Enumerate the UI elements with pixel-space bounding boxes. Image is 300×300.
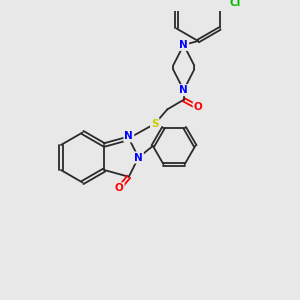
Text: S: S	[151, 119, 159, 129]
Text: N: N	[179, 85, 188, 95]
Text: O: O	[194, 102, 203, 112]
Text: N: N	[179, 40, 188, 50]
Text: N: N	[134, 152, 143, 163]
Text: O: O	[115, 183, 124, 193]
Text: Cl: Cl	[230, 0, 241, 8]
Text: N: N	[124, 131, 133, 141]
